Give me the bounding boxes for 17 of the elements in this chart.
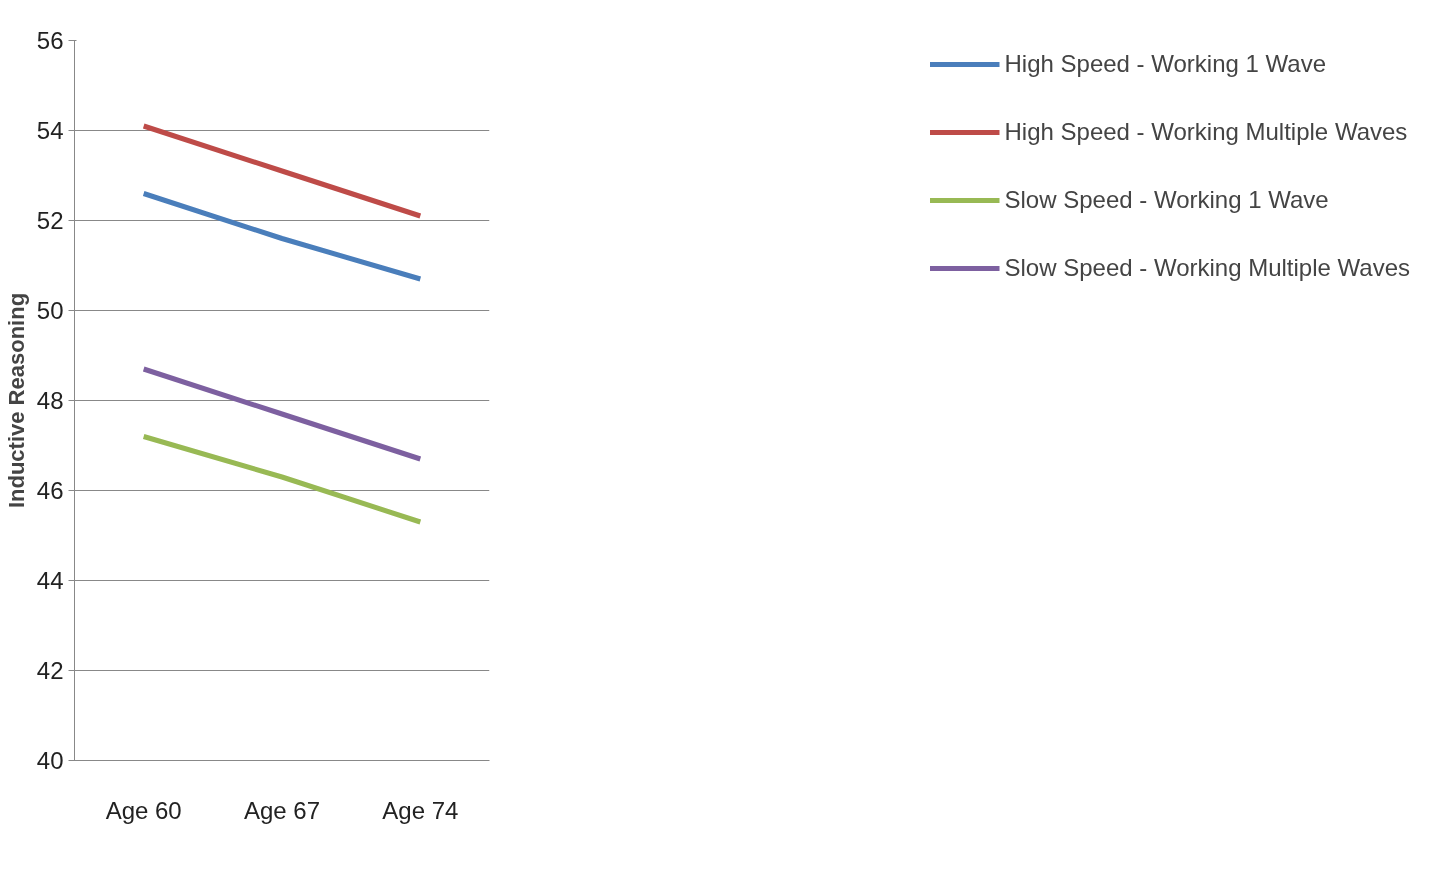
legend-label: Slow Speed - Working Multiple Waves <box>1004 254 1410 282</box>
y-tick-label: 54 <box>36 117 64 144</box>
legend-label: High Speed - Working 1 Wave <box>1004 50 1327 78</box>
y-tick-label: 56 <box>36 27 64 54</box>
y-axis-title: Inductive Reasoning <box>3 292 29 509</box>
y-tick-label: 46 <box>36 477 64 504</box>
legend-label: Slow Speed - Working 1 Wave <box>1004 186 1330 214</box>
legend-label: High Speed - Working Multiple Waves <box>1004 118 1408 146</box>
y-tick-label: 52 <box>36 207 64 234</box>
y-tick-label: 42 <box>36 657 64 684</box>
x-tick-label: Age 67 <box>243 796 321 824</box>
y-tick-label: 44 <box>36 567 64 594</box>
y-tick-label: 40 <box>36 747 64 774</box>
y-tick-label: 48 <box>36 387 64 414</box>
x-tick-label: Age 74 <box>382 796 459 824</box>
y-tick-label: 50 <box>36 297 64 324</box>
x-tick-label: Age 60 <box>105 796 182 824</box>
